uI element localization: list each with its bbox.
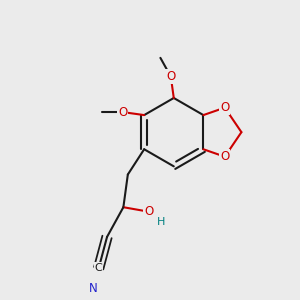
Text: O: O	[144, 205, 153, 218]
Text: C: C	[95, 263, 103, 273]
Text: O: O	[220, 101, 230, 114]
Text: O: O	[220, 150, 230, 163]
Text: N: N	[89, 282, 98, 295]
Text: O: O	[118, 106, 128, 118]
Text: O: O	[166, 70, 176, 83]
Text: H: H	[157, 217, 165, 227]
